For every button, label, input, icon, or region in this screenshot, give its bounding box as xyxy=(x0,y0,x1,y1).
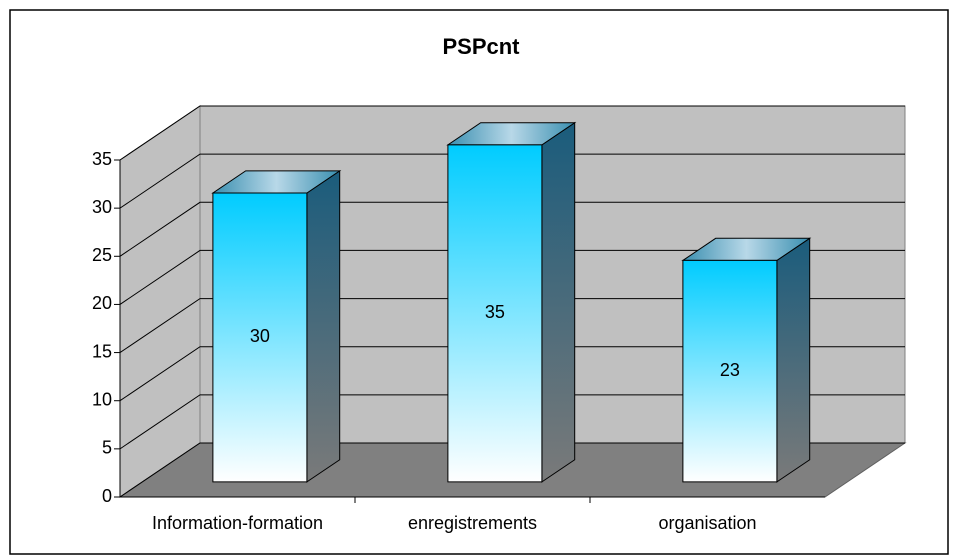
grid-line xyxy=(119,346,905,402)
side-wall xyxy=(119,105,201,498)
value-label: 35 xyxy=(485,302,505,322)
bar xyxy=(682,259,778,483)
y-tick-label: 15 xyxy=(92,341,112,361)
y-tick-label: 0 xyxy=(102,486,112,506)
y-tick-label: 25 xyxy=(92,245,112,265)
value-label: 30 xyxy=(250,326,270,346)
x-tick-label: enregistrements xyxy=(408,513,537,533)
grid-line xyxy=(119,201,905,257)
grid-line xyxy=(119,298,905,353)
grid-line xyxy=(119,442,905,498)
bar xyxy=(212,192,308,483)
x-tick-label: Information-formation xyxy=(152,513,323,533)
bar-side xyxy=(306,169,341,483)
y-tick-label: 20 xyxy=(92,293,112,313)
grid-line xyxy=(119,394,905,450)
x-tick-label: organisation xyxy=(658,513,756,533)
y-tick-label: 5 xyxy=(102,438,112,458)
grid-line xyxy=(119,249,905,305)
grid-line xyxy=(119,105,905,161)
grid-line xyxy=(119,153,905,209)
y-tick-label: 10 xyxy=(92,389,112,409)
chart-title: PSPcnt xyxy=(442,34,520,59)
y-tick-label: 35 xyxy=(92,149,112,169)
bar xyxy=(447,144,543,483)
y-tick-label: 30 xyxy=(92,197,112,217)
bar-side xyxy=(541,121,576,483)
bar-side xyxy=(776,237,811,483)
value-label: 23 xyxy=(720,360,740,380)
